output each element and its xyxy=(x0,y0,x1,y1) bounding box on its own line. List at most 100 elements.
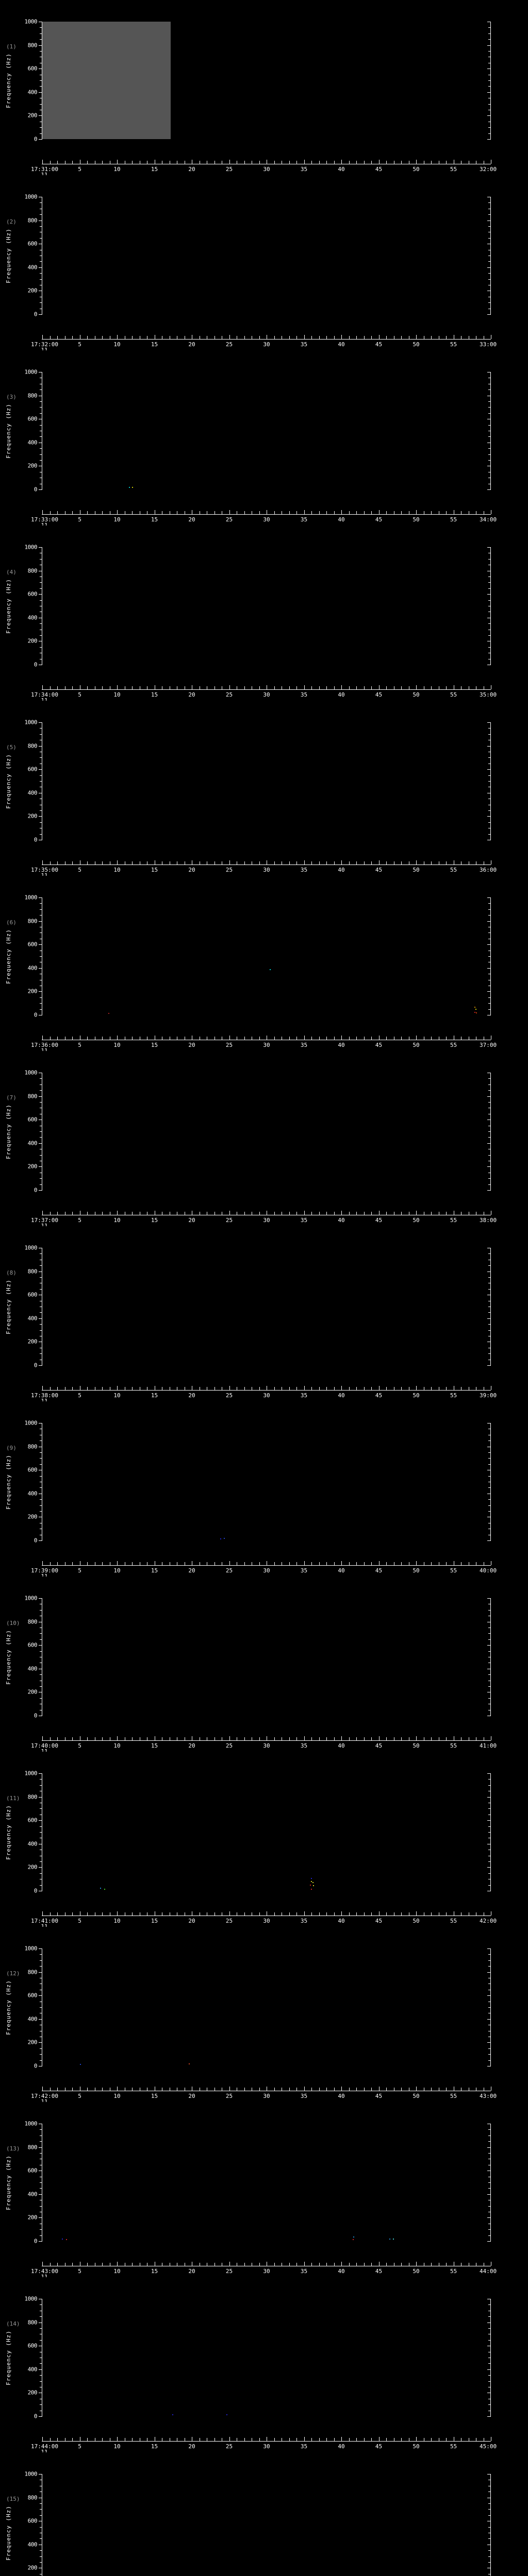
spectrogram-panel[interactable]: 1000 800 600 400 200 0 Frequency (Hz) (14) 5 10 15… xyxy=(0,2277,528,2466)
x-tick-label: 35 xyxy=(300,166,308,173)
spectrogram-panel[interactable]: 1000 800 600 400 200 0 Frequency (Hz) (9) 5 10 15 2… xyxy=(0,1401,528,1590)
y-tick-right xyxy=(488,2048,491,2049)
plot-area[interactable] xyxy=(42,1423,491,1540)
y-axis-title: Frequency (Hz) xyxy=(5,754,12,809)
x-tick xyxy=(304,510,305,514)
y-tick-label: 200 xyxy=(27,112,38,119)
x-tick xyxy=(244,2263,245,2266)
spectrogram-panel[interactable]: 1000 800 600 400 200 0 Frequency (Hz) (4) 5 10 15 2… xyxy=(0,526,528,715)
y-tick-right xyxy=(488,2562,491,2563)
y-tick xyxy=(40,2550,42,2551)
spectrogram-panel[interactable]: 1000 800 600 400 200 0 Frequency (Hz) (2) 5 10 15 2… xyxy=(0,175,528,364)
x-tick xyxy=(259,161,260,164)
y-tick-label: 800 xyxy=(27,392,38,399)
x-tick xyxy=(349,511,350,514)
x-tick xyxy=(378,2087,380,2091)
y-tick-right xyxy=(487,1166,491,1167)
x-tick xyxy=(386,686,387,689)
y-tick-label: 800 xyxy=(27,567,38,574)
y-tick xyxy=(40,2304,42,2306)
x-tick xyxy=(274,1212,275,1215)
y-tick-label: 200 xyxy=(27,1513,38,1520)
y-tick xyxy=(39,897,42,898)
plot-area[interactable] xyxy=(42,197,491,314)
y-tick xyxy=(39,2369,42,2370)
spectrogram-panel[interactable]: 1000 800 600 400 200 0 Frequency (Hz) (1) 5 10 15 2… xyxy=(0,0,528,189)
x-tick xyxy=(132,1737,133,1740)
spectrogram-panel[interactable]: 1000 800 600 400 200 0 Frequency (Hz) (5) 5 10 15 2… xyxy=(0,701,528,890)
x-tick xyxy=(296,686,297,689)
plot-area[interactable] xyxy=(42,897,491,1015)
y-tick xyxy=(40,1137,42,1138)
y-tick-right xyxy=(488,2363,491,2364)
y-tick-right xyxy=(487,769,491,770)
plot-area[interactable] xyxy=(42,722,491,840)
spectrogram-panel[interactable]: 1000 800 600 400 200 0 Frequency (Hz) (8) 5 10 15 2… xyxy=(0,1226,528,1415)
plot-area[interactable] xyxy=(42,547,491,665)
y-tick-right xyxy=(488,127,491,128)
x-tick-label: 15 xyxy=(151,691,158,698)
spectrogram-panel[interactable]: 1000 800 600 400 200 0 Frequency (Hz) (3) 5 10 15 2… xyxy=(0,350,528,539)
plot-area[interactable] xyxy=(42,22,491,139)
x-tick xyxy=(87,1562,88,1565)
data-point xyxy=(310,1885,311,1886)
x-tick-label: 50 xyxy=(412,516,420,523)
y-tick xyxy=(40,2340,42,2341)
x-tick xyxy=(401,1212,402,1215)
panel-number-label: (6) xyxy=(6,919,16,926)
plot-area[interactable] xyxy=(42,372,491,489)
spectrogram-panel[interactable]: 1000 800 600 400 200 0 Frequency (Hz) (12) 5 10 15… xyxy=(0,1927,528,2116)
plot-area[interactable] xyxy=(42,1773,491,1891)
spectrogram-panel[interactable]: 1000 800 600 400 200 0 Frequency (Hz) (6) 5 10 15 2… xyxy=(0,876,528,1065)
x-tick xyxy=(416,335,417,339)
y-tick-label: 600 xyxy=(27,1291,38,1298)
plot-area[interactable] xyxy=(42,1248,491,1365)
y-tick xyxy=(40,302,42,303)
y-tick xyxy=(40,448,42,449)
y-tick-right xyxy=(488,1826,491,1827)
x-tick xyxy=(341,510,342,514)
data-point xyxy=(475,1008,476,1010)
spectrogram-panel[interactable]: 1000 800 600 400 200 0 Frequency (Hz) (7) 5 10 15 2… xyxy=(0,1051,528,1240)
plot-area[interactable] xyxy=(42,1598,491,1716)
y-tick-right xyxy=(488,1873,491,1874)
y-tick xyxy=(39,1995,42,1996)
plot-area[interactable] xyxy=(42,1073,491,1190)
panel-number-label: (15) xyxy=(6,2496,20,2502)
x-tick xyxy=(102,1562,103,1565)
x-tick xyxy=(87,2088,88,2091)
x-axis-start-label: 17:32:00 xyxy=(31,341,58,348)
x-tick-label: 30 xyxy=(263,516,270,523)
x-tick xyxy=(229,860,230,865)
x-tick xyxy=(296,1037,297,1040)
plot-area[interactable] xyxy=(42,1948,491,2066)
x-tick xyxy=(334,686,335,689)
plot-area[interactable] xyxy=(42,2124,491,2241)
spectrogram-panel[interactable]: 1000 800 600 400 200 0 Frequency (Hz) (10) 5 10 15… xyxy=(0,1577,528,1766)
plot-area[interactable] xyxy=(42,2299,491,2416)
data-point xyxy=(474,1006,476,1008)
y-tick xyxy=(40,389,42,391)
x-axis-start-label: 17:36:00 xyxy=(31,1042,58,1048)
y-tick-right xyxy=(488,1954,491,1955)
y-tick xyxy=(40,127,42,128)
x-tick xyxy=(50,2088,51,2091)
panel-number-label: (3) xyxy=(6,394,16,400)
y-tick-right xyxy=(488,273,491,274)
y-axis-title: Frequency (Hz) xyxy=(5,2505,12,2561)
spectrogram-panel[interactable]: 1000 800 600 400 200 0 Frequency (Hz) (13) 5 10 15… xyxy=(0,2102,528,2291)
spectrogram-panel[interactable]: 1000 800 600 400 200 0 Frequency (Hz) (11) 5 10 15… xyxy=(0,1752,528,1941)
x-tick xyxy=(371,1737,372,1740)
x-tick xyxy=(364,2263,365,2266)
y-tick-right xyxy=(487,1598,491,1599)
x-tick xyxy=(214,336,215,339)
x-tick xyxy=(356,2088,357,2091)
x-axis-end-label: 39:00 xyxy=(480,1392,497,1399)
x-tick xyxy=(296,1387,297,1390)
x-tick xyxy=(132,686,133,689)
plot-area[interactable] xyxy=(42,2474,491,2576)
x-tick xyxy=(334,161,335,164)
y-tick-right xyxy=(488,1324,491,1325)
y-tick-right xyxy=(488,86,491,87)
